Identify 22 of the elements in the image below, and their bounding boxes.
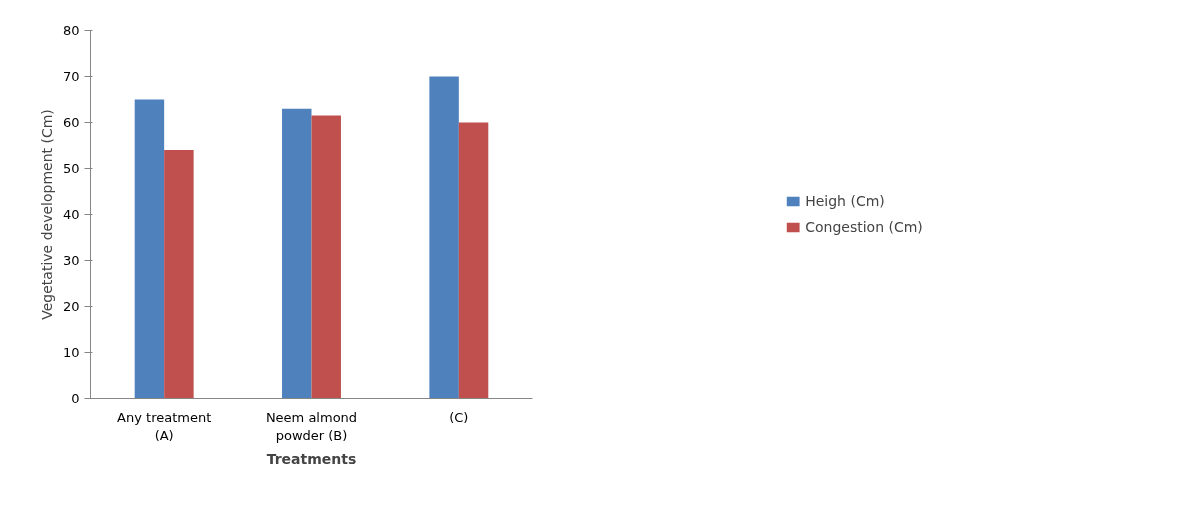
bar [134, 99, 165, 399]
y-axis-title: Vegetative development (Cm) [38, 109, 55, 320]
y-tick-label: 0 [71, 391, 80, 406]
y-tick-label: 40 [62, 207, 80, 222]
x-tick-label: Any treatment (A) [117, 409, 212, 443]
y-tick-label: 60 [62, 115, 80, 130]
y-tick-label: 70 [62, 69, 80, 84]
legend-label: Congestion (Cm) [805, 219, 923, 235]
bar [282, 108, 312, 399]
y-tick-label: 20 [62, 299, 80, 314]
x-tick-label: (C) [449, 409, 469, 425]
bar [164, 150, 194, 399]
y-tick-label: 80 [62, 23, 80, 38]
legend-label: Heigh (Cm) [805, 193, 885, 209]
bar [458, 122, 489, 399]
y-tick-label: 50 [62, 161, 80, 176]
bar [311, 115, 341, 399]
x-tick-label: Neem almond powder (B) [265, 409, 358, 443]
y-tick-label: 30 [62, 253, 80, 268]
x-axis-title: Treatments [266, 450, 357, 467]
y-tick-label: 10 [62, 345, 80, 360]
bar [429, 76, 459, 399]
